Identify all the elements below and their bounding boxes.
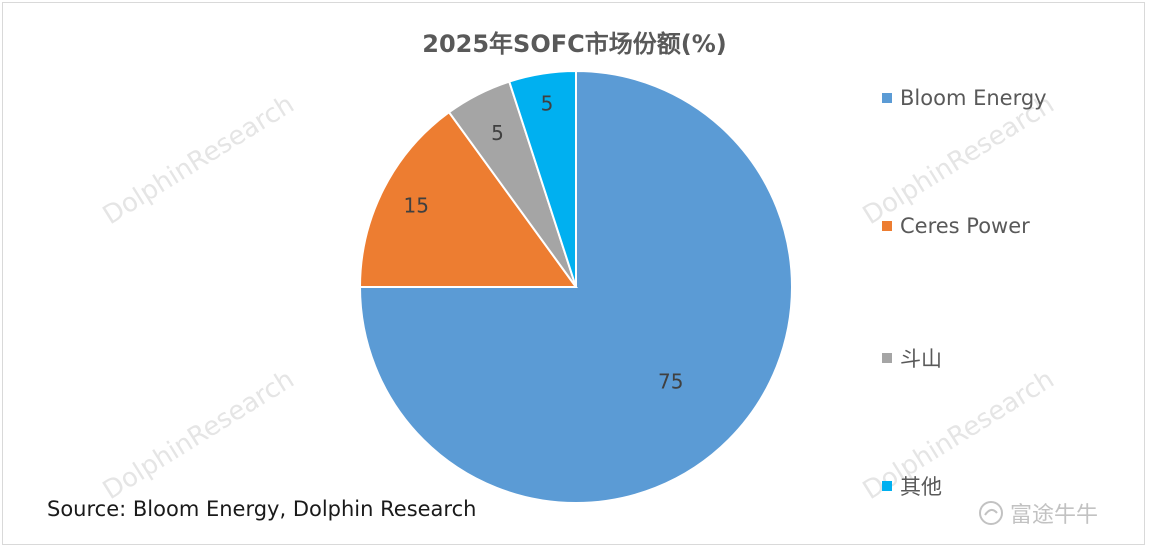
legend-label: 斗山 xyxy=(900,347,942,371)
chart-title: 2025年SOFC市场份额(%) xyxy=(422,30,727,58)
legend: Bloom Energy Ceres Power 斗山 其他 xyxy=(882,0,1122,549)
data-label: 15 xyxy=(404,194,429,218)
legend-label: 其他 xyxy=(900,475,942,499)
futu-logo-icon xyxy=(979,501,1003,525)
data-label: 75 xyxy=(658,370,683,394)
brand-watermark: 富途牛牛 xyxy=(978,497,1098,529)
legend-swatch xyxy=(882,353,892,363)
pie-data-labels: 75 15 5 5 xyxy=(404,92,684,394)
watermark-text: DolphinResearch xyxy=(98,364,300,506)
legend-item-ceres-power: Ceres Power xyxy=(882,214,1030,238)
pie-slice-others xyxy=(507,69,577,288)
legend-swatch xyxy=(882,93,892,103)
legend-item-doosan: 斗山 xyxy=(882,343,942,373)
data-label: 5 xyxy=(541,92,554,116)
watermark-text: DolphinResearch xyxy=(98,89,300,231)
legend-swatch xyxy=(882,481,892,491)
pie-slice-ceres-power xyxy=(358,110,578,288)
legend-item-bloom-energy: Bloom Energy xyxy=(882,86,1047,110)
data-label: 5 xyxy=(491,121,504,145)
legend-item-others: 其他 xyxy=(882,471,942,501)
legend-swatch xyxy=(882,221,892,231)
legend-label: Ceres Power xyxy=(900,214,1030,238)
legend-label: Bloom Energy xyxy=(900,86,1047,110)
pie-slices xyxy=(358,69,793,504)
brand-name: 富途牛牛 xyxy=(1010,503,1099,528)
source-note: Source: Bloom Energy, Dolphin Research xyxy=(47,497,477,521)
